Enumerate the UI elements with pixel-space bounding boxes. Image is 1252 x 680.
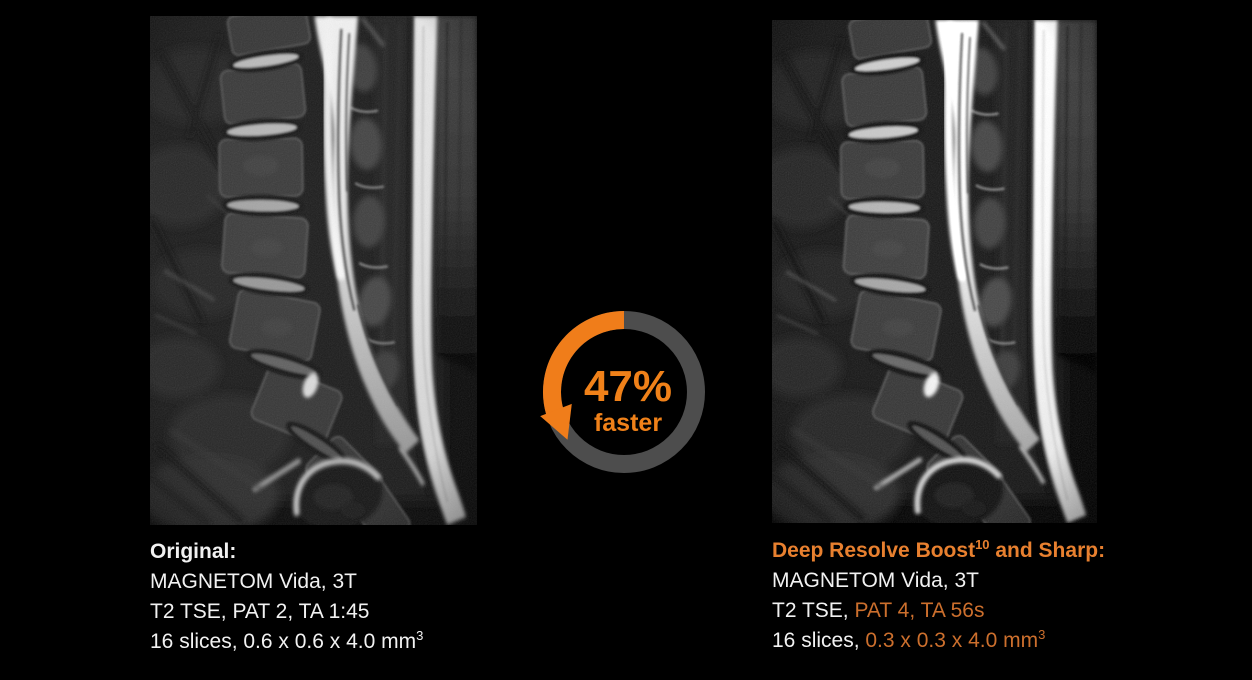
original-caption-line1: MAGNETOM Vida, 3T (150, 570, 357, 593)
superscript: 3 (1038, 627, 1046, 642)
original-caption-title: Original: (150, 540, 237, 563)
deep-resolve-caption-line1: MAGNETOM Vida, 3T (772, 569, 979, 592)
faster-badge: 47% faster (538, 308, 710, 480)
deep-resolve-caption-title: Deep Resolve Boost10 and Sharp: (772, 537, 1106, 562)
highlighted-value: PAT 4, TA 56s (854, 599, 985, 622)
deep-resolve-caption-line3: 16 slices, 0.3 x 0.3 x 4.0 mm3 (772, 627, 1046, 652)
deep-resolve-mri-image (772, 20, 1097, 523)
badge-label: faster (593, 409, 663, 437)
superscript: 3 (416, 628, 424, 643)
arrowhead (540, 403, 572, 440)
deep-resolve-caption: Deep Resolve Boost10 and Sharp: MAGNETOM… (772, 536, 1105, 656)
ring-progress-arc (543, 311, 625, 415)
highlighted-value: 0.3 x 0.3 x 4.0 mm (865, 629, 1039, 652)
original-mri-image (150, 16, 477, 525)
circular-arrow-icon (540, 311, 705, 473)
badge-percent: 47% (583, 362, 673, 411)
badge-text: 47% faster (542, 364, 714, 437)
original-caption: Original: MAGNETOM Vida, 3T T2 TSE, PAT … (150, 537, 423, 657)
superscript: 10 (975, 537, 990, 552)
deep-resolve-caption-line2: T2 TSE, PAT 4, TA 56s (772, 599, 985, 622)
original-caption-line3: 16 slices, 0.6 x 0.6 x 4.0 mm3 (150, 628, 424, 653)
original-caption-line2: T2 TSE, PAT 2, TA 1:45 (150, 600, 370, 623)
